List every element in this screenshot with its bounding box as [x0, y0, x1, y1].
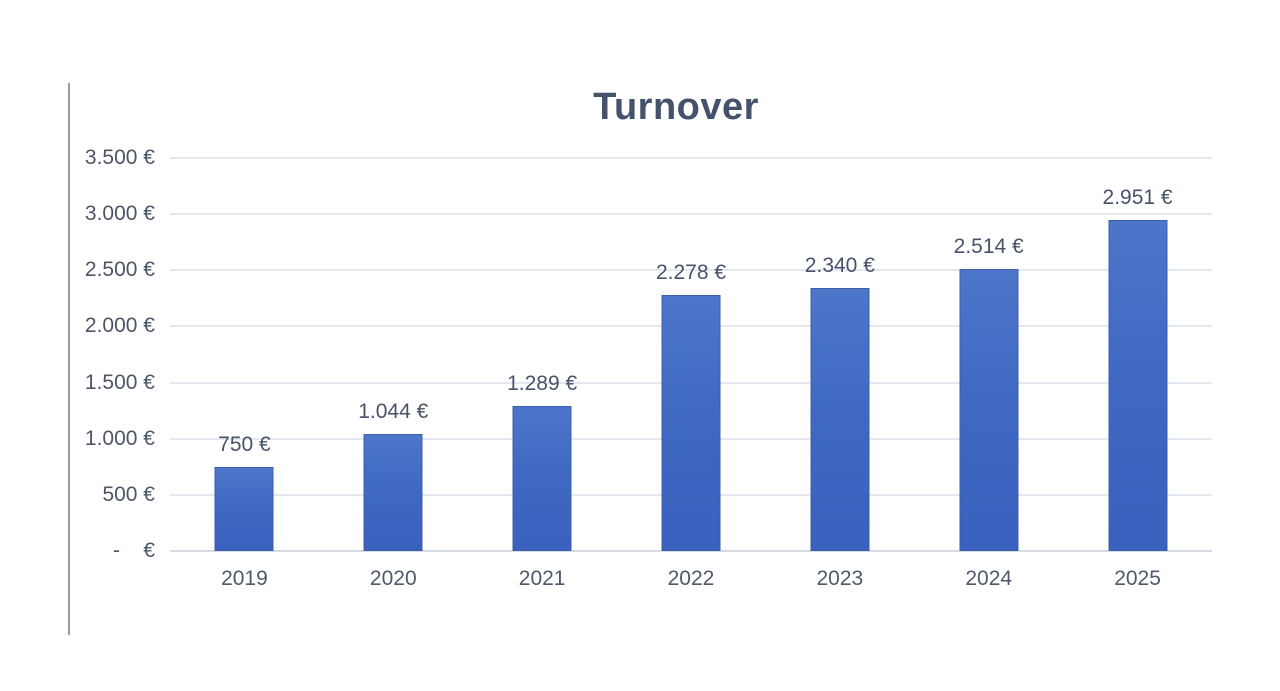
x-axis-tick-label: 2020 [369, 567, 417, 590]
bar-value-label: 1.044 € [358, 399, 429, 423]
chart-title: Turnover [593, 86, 759, 128]
y-axis-tick-label: 3.500 € [84, 146, 155, 169]
y-axis-tick-label: 2.500 € [84, 258, 155, 282]
gridline [170, 269, 1212, 272]
y-axis-tick-label: 2.000 € [84, 314, 155, 338]
bar-value-label: 750 € [218, 432, 271, 456]
x-axis-tick-label: 2019 [221, 567, 268, 590]
bar-group-2022: 2.278 € 2022 [617, 158, 766, 590]
bar-value-label: 2.951 € [1102, 185, 1173, 209]
plot-area: 3.500 € 3.000 € 2.500 € 2.000 € 1.500 € 1.000… [85, 146, 1212, 590]
bar-2024 [959, 268, 1019, 551]
bar-2023 [810, 288, 870, 551]
bar-value-label: 2.340 € [804, 254, 875, 278]
x-axis-tick-label: 2021 [518, 567, 566, 590]
vertical-divider-line [68, 83, 70, 635]
x-axis-tick-label: 2023 [816, 567, 864, 590]
bar-2022 [661, 295, 721, 551]
bar-value-label: 2.514 € [953, 234, 1024, 258]
x-axis-line [170, 550, 1212, 552]
bar-group-2020: 1.044 € 2020 [319, 158, 468, 590]
bar-group-2019: 750 € 2019 [170, 158, 319, 590]
bar-2020 [363, 433, 423, 551]
bar-group-2021: 1.289 € 2021 [468, 158, 617, 590]
y-axis-tick-label: 1.000 € [84, 426, 155, 450]
gridline [170, 213, 1212, 216]
y-axis-tick-label: - € [112, 539, 155, 562]
bar-2019 [214, 466, 274, 551]
bar-2025 [1108, 219, 1168, 551]
x-axis-tick-label: 2025 [1114, 567, 1161, 590]
y-axis-tick-label: 500 € [102, 482, 155, 506]
bar-group-2023: 2.340 € 2023 [765, 158, 914, 590]
bar-2021 [512, 406, 572, 551]
x-axis-tick-label: 2024 [965, 567, 1013, 590]
y-axis-tick-label: 3.000 € [84, 202, 155, 226]
gridline [170, 157, 1212, 159]
x-axis-tick-label: 2022 [667, 567, 715, 590]
bar-value-label: 1.289 € [507, 372, 578, 396]
bar-group-2025: 2.951 € 2025 [1063, 158, 1212, 590]
y-axis-tick-label: 1.500 € [84, 370, 155, 394]
bar-group-2024: 2.514 € 2024 [914, 158, 1063, 590]
bar-value-label: 2.278 € [655, 261, 727, 285]
